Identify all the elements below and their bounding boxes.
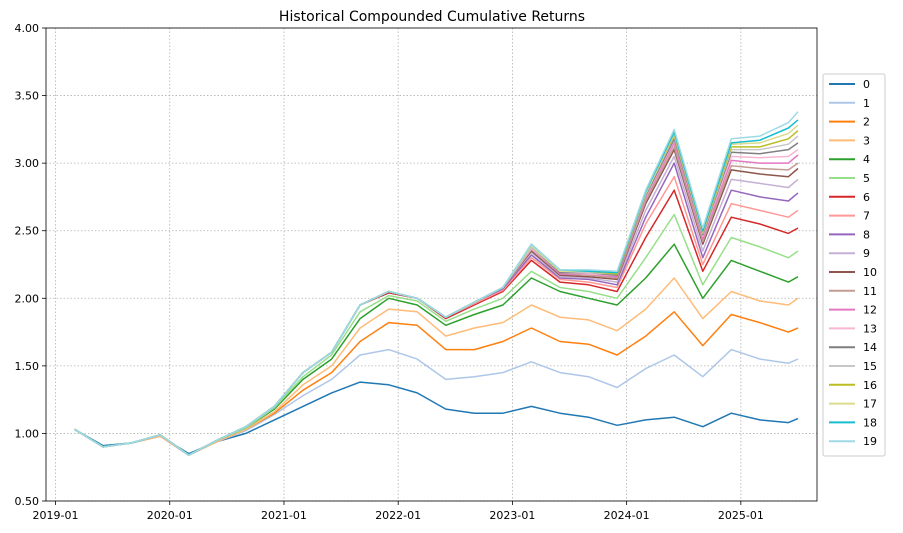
y-tick-label: 1.50 [15,360,40,373]
series-line-7 [74,175,799,456]
x-tick-label: 2019-01 [33,509,79,522]
series-line-19 [74,111,799,456]
legend-box [822,73,886,457]
y-tick-label: 3.50 [15,90,40,103]
x-tick-label: 2025-01 [718,509,764,522]
x-tick-label: 2024-01 [604,509,650,522]
legend-label: 1 [863,97,870,110]
legend-label: 18 [863,416,877,429]
legend-label: 7 [863,210,870,223]
series-line-1 [74,348,799,456]
series-layer [74,111,799,456]
legend-label: 9 [863,247,870,260]
y-tick-label: 2.00 [15,292,40,305]
x-tick-label: 2020-01 [147,509,193,522]
series-line-17 [74,124,799,456]
series-line-18 [74,119,799,456]
chart-title: Historical Compounded Cumulative Returns [279,9,585,25]
x-tick-label: 2022-01 [375,509,421,522]
series-line-16 [74,130,799,456]
legend-label: 15 [863,360,877,373]
legend-label: 12 [863,304,877,317]
legend-label: 4 [863,153,870,166]
legend-label: 2 [863,116,870,129]
legend-label: 14 [863,341,877,354]
legend-label: 6 [863,191,870,204]
y-tick-label: 3.00 [15,157,40,170]
plot-frame [45,27,818,502]
x-axis: 2019-01 2020-01 2021-01 2022-01 2023-01 2024-… [33,501,764,522]
legend-label: 13 [863,322,877,335]
legend-label: 11 [863,285,877,298]
legend-label: 8 [863,228,870,241]
series-line-0 [74,381,799,455]
legend-label: 10 [863,266,877,279]
grid-lines [46,27,817,502]
legend-label: 19 [863,435,877,448]
series-line-4 [74,243,799,456]
x-tick-label: 2021-01 [261,509,307,522]
y-tick-label: 0.50 [15,495,40,508]
legend-label: 16 [863,379,877,392]
y-axis: 0.50 1.00 1.50 2.00 2.50 3.00 3.50 4.00 [15,22,46,508]
series-line-5 [74,213,799,456]
legend-label: 0 [863,78,870,91]
y-tick-label: 4.00 [15,22,40,35]
y-tick-label: 1.00 [15,427,40,440]
legend-label: 5 [863,172,870,185]
y-tick-label: 2.50 [15,225,40,238]
x-tick-label: 2023-01 [489,509,535,522]
legend-label: 3 [863,134,870,147]
series-line-6 [74,189,799,456]
legend-label: 17 [863,398,877,411]
